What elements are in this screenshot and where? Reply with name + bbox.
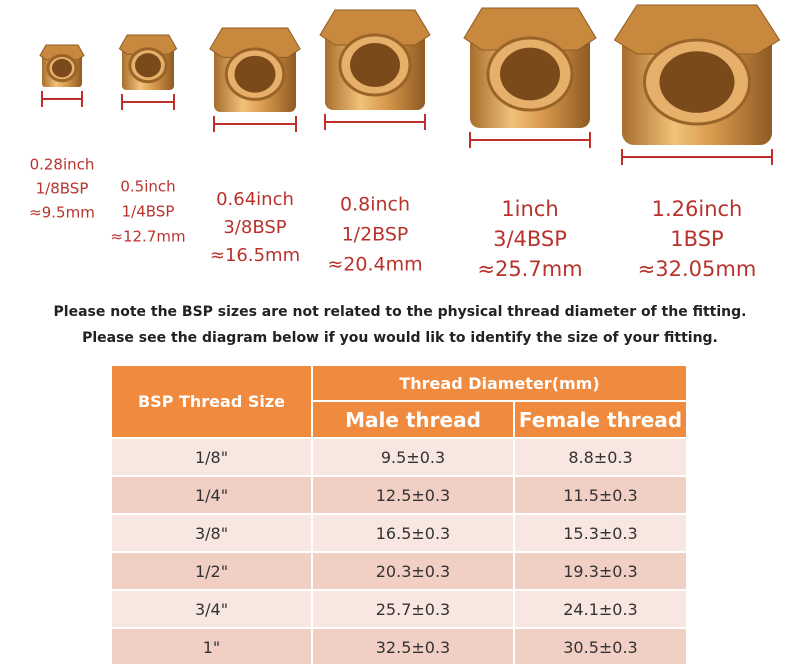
table-row: 1/2" 20.3±0.3 19.3±0.3	[110, 551, 688, 591]
size-label: 0.64inch	[216, 189, 294, 210]
size-label: 0.8inch	[340, 194, 410, 216]
table-cell: 1/8"	[110, 437, 313, 477]
size-label: ≈16.5mm	[210, 245, 300, 266]
size-label: 1inch	[501, 197, 558, 221]
size-label: 0.5inch	[120, 178, 175, 196]
table-row: 1/8" 9.5±0.3 8.8±0.3	[110, 437, 688, 477]
table-cell: 19.3±0.3	[513, 551, 688, 591]
product-image: Please note the BSP sizes are not relate…	[29, 4, 781, 346]
fitting-hex	[613, 4, 781, 55]
size-table: BSP Thread Size Thread Diameter(mm) Male…	[110, 364, 688, 664]
fitting-hex	[319, 9, 431, 46]
table-row: 1/4" 12.5±0.3 11.5±0.3	[110, 475, 688, 515]
fitting-hex	[118, 34, 178, 55]
table-cell: 3/4"	[110, 589, 313, 629]
size-label: ≈32.05mm	[638, 257, 757, 281]
table-row: 1" 32.5±0.3 30.5±0.3	[110, 627, 688, 664]
table-cell: 11.5±0.3	[513, 475, 688, 515]
table-cell: 32.5±0.3	[311, 627, 515, 664]
size-label: ≈12.7mm	[110, 228, 185, 246]
fitting-hole	[659, 51, 735, 113]
size-label: 1/2BSP	[342, 224, 409, 246]
table-cell: 30.5±0.3	[513, 627, 688, 664]
table-cell: 25.7±0.3	[311, 589, 515, 629]
table-row: 3/4" 25.7±0.3 24.1±0.3	[110, 589, 688, 629]
fitting-hole	[350, 43, 400, 87]
size-label: 1.26inch	[652, 197, 743, 221]
table-cell: 1"	[110, 627, 313, 664]
table-cell: 20.3±0.3	[311, 551, 515, 591]
size-label: 3/8BSP	[223, 217, 286, 238]
table-cell: 1/2"	[110, 551, 313, 591]
note: Please note the BSP sizes are not relate…	[54, 304, 747, 320]
size-label: 1BSP	[670, 227, 723, 251]
size-label: 3/4BSP	[493, 227, 567, 251]
table-row: 3/8" 16.5±0.3 15.3±0.3	[110, 513, 688, 553]
size-label: ≈20.4mm	[327, 254, 422, 276]
size-label: ≈9.5mm	[29, 204, 95, 222]
header-cell: Female thread	[513, 400, 688, 439]
fitting-hole	[135, 53, 161, 78]
fitting-hex	[209, 27, 301, 58]
fitting-hole	[52, 58, 72, 78]
size-label: 0.28inch	[30, 156, 95, 174]
table-cell: 15.3±0.3	[513, 513, 688, 553]
table-cell: 9.5±0.3	[311, 437, 515, 477]
table-cell: 12.5±0.3	[311, 475, 515, 515]
header-cell: Male thread	[311, 400, 515, 439]
fitting-hole	[234, 55, 276, 93]
header-cell: BSP Thread Size	[110, 364, 313, 439]
table-cell: 3/8"	[110, 513, 313, 553]
table-cell: 24.1±0.3	[513, 589, 688, 629]
size-label: 1/4BSP	[122, 203, 175, 221]
fitting-hole	[500, 47, 560, 101]
size-label: ≈25.7mm	[477, 257, 582, 281]
table-cell: 8.8±0.3	[513, 437, 688, 477]
fitting-hex	[39, 44, 85, 61]
table-cell: 1/4"	[110, 475, 313, 515]
table-cell: 16.5±0.3	[311, 513, 515, 553]
note: Please see the diagram below if you woul…	[82, 330, 718, 346]
header-cell: Thread Diameter(mm)	[311, 364, 688, 402]
fitting-hex	[463, 7, 597, 51]
size-label: 1/8BSP	[36, 180, 89, 198]
